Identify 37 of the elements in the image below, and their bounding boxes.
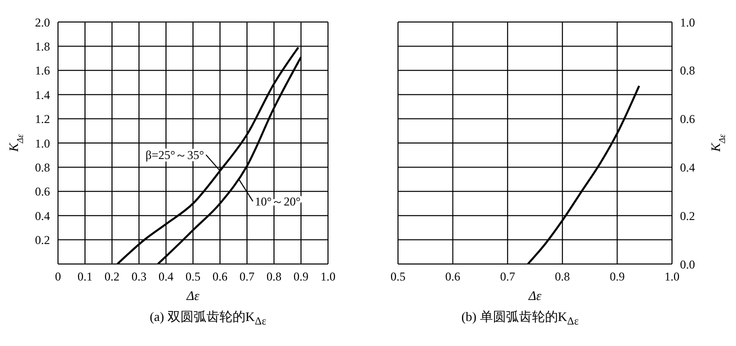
y-tick-label: 1.6 bbox=[35, 64, 50, 78]
y-tick-label: 1.0 bbox=[680, 15, 695, 30]
x-tick-label: 0.3 bbox=[132, 270, 146, 284]
x-tick-label: 0.7 bbox=[240, 270, 254, 284]
x-tick-label: 0.4 bbox=[158, 270, 174, 284]
x-tick-label: 0.8 bbox=[266, 270, 282, 284]
x-tick-label: 0.2 bbox=[104, 270, 120, 284]
x-tick-label: 0.8 bbox=[554, 270, 570, 284]
y-tick-label: 1.8 bbox=[35, 39, 50, 54]
y-tick-label: 1.2 bbox=[35, 112, 50, 126]
x-tick-label: 1.0 bbox=[664, 270, 680, 284]
x-tick-label: 0.9 bbox=[610, 270, 625, 284]
x-tick-label: 0.6 bbox=[445, 270, 460, 284]
y-tick-label: 0.6 bbox=[680, 112, 695, 126]
y-tick-label: 0.2 bbox=[35, 233, 50, 248]
x-tick-label: 0.1 bbox=[78, 270, 92, 284]
y-tick-label: 0.4 bbox=[680, 160, 695, 174]
y-tick-label: 1.0 bbox=[35, 136, 50, 150]
x-tick-label: 0.5 bbox=[390, 270, 406, 284]
x-tick-label: 0.7 bbox=[500, 270, 516, 284]
text: (a) 双圆弧齿轮的K$_{Δε}$ bbox=[148, 308, 268, 328]
y-tick-label: 0.0 bbox=[680, 257, 695, 272]
y-tick-label: 2.0 bbox=[35, 15, 50, 30]
y-tick-label: 0.8 bbox=[35, 160, 50, 174]
x-tick-label: 1.0 bbox=[320, 270, 336, 284]
y-tick-label: 0.2 bbox=[680, 208, 695, 223]
y-tick-label: 0.4 bbox=[35, 208, 50, 223]
x-tick-label: 0 bbox=[55, 270, 61, 284]
x-tick-label: 0.9 bbox=[294, 270, 308, 284]
y-tick-label: 1.4 bbox=[35, 88, 50, 102]
text: (b) 单圆弧齿轮的K$_{Δε}$ bbox=[460, 308, 580, 328]
x-tick-label: 0.5 bbox=[186, 270, 200, 284]
y-tick-label: 0.8 bbox=[680, 64, 695, 78]
x-tick-label: 0.6 bbox=[212, 270, 228, 284]
x-axis-title: Δε bbox=[528, 288, 542, 303]
y-tick-label: 0.6 bbox=[35, 184, 50, 199]
x-axis-title: Δε bbox=[186, 288, 200, 303]
